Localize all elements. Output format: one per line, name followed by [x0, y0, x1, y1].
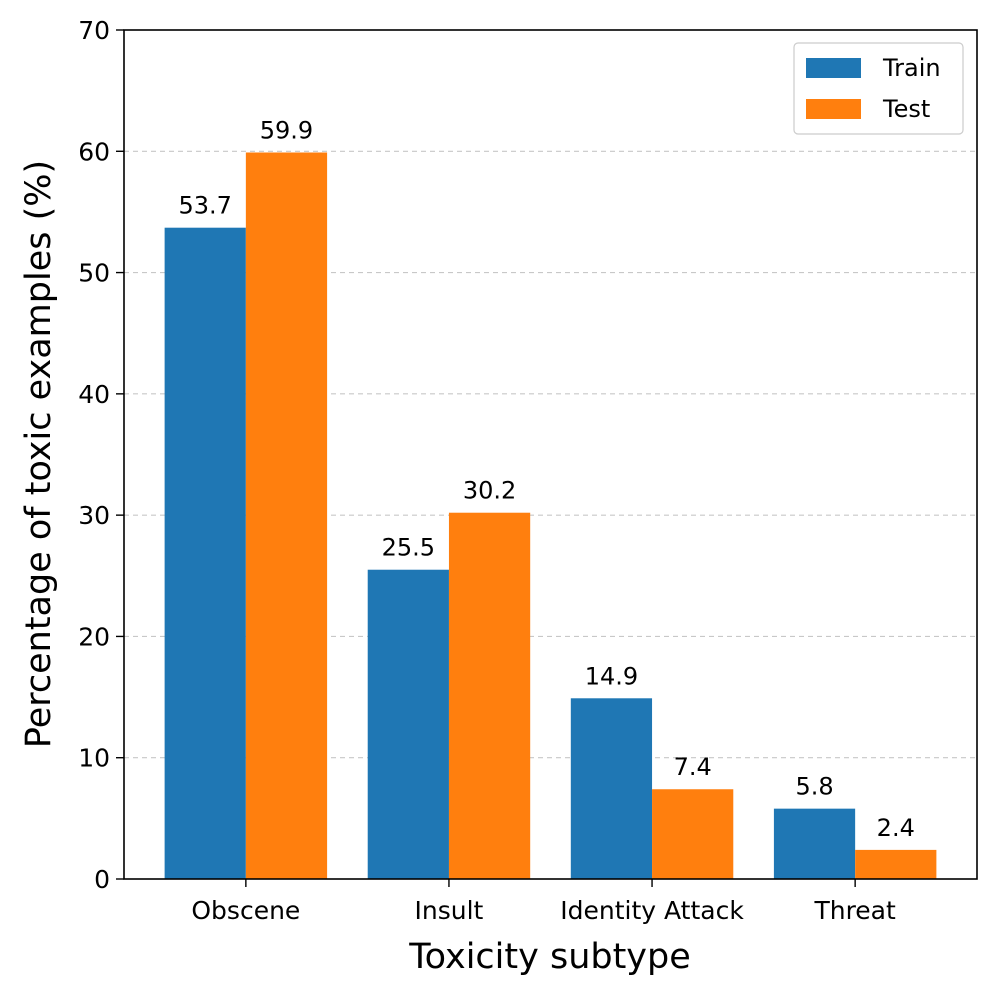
data-label: 5.8 [795, 773, 833, 801]
bar-train-obscene [164, 227, 246, 880]
x-axis: Obscene Insult Identity Attack Threat [191, 879, 896, 925]
data-label: 25.5 [382, 534, 435, 562]
gridlines [124, 150, 977, 759]
legend: Train Test [793, 42, 964, 135]
y-tick-label: 30 [78, 501, 110, 530]
x-tick-label: Obscene [191, 896, 300, 925]
data-label: 2.4 [877, 814, 915, 842]
y-axis-title: Percentage of toxic examples (%) [19, 160, 59, 748]
legend-label-test: Test [882, 95, 930, 123]
data-label: 53.7 [179, 192, 232, 220]
legend-swatch-train [806, 58, 861, 78]
y-tick-label: 10 [78, 744, 110, 773]
data-labels: 53.7 25.5 14.9 5.8 59.9 30.2 7.4 2.4 [179, 116, 915, 841]
bars [164, 152, 937, 880]
data-label: 59.9 [260, 116, 313, 144]
bar-test-threat [855, 849, 937, 879]
bar-test-identity-attack [652, 789, 734, 879]
x-tick-label: Insult [415, 896, 484, 925]
y-axis: 0 10 20 30 40 50 60 70 [78, 16, 124, 894]
x-axis-title: Toxicity subtype [408, 937, 691, 977]
data-label: 7.4 [674, 753, 712, 781]
x-tick-label: Threat [813, 896, 896, 925]
data-label: 14.9 [585, 662, 638, 690]
plot-frame [123, 29, 978, 880]
y-tick-label: 60 [78, 137, 110, 166]
x-tick-label: Identity Attack [560, 896, 744, 925]
bar-test-obscene [245, 152, 328, 880]
bar-test-insult [448, 512, 531, 879]
y-tick-label: 40 [78, 380, 110, 409]
y-tick-label: 70 [78, 16, 110, 45]
y-tick-label: 0 [94, 865, 110, 894]
bar-train-identity-attack [570, 698, 653, 879]
y-tick-label: 20 [78, 622, 110, 651]
legend-swatch-test [806, 99, 861, 119]
y-tick-label: 50 [78, 259, 110, 288]
bar-train-insult [367, 569, 449, 879]
data-label: 30.2 [463, 477, 516, 505]
bar-train-threat [773, 808, 856, 879]
legend-label-train: Train [882, 54, 941, 82]
